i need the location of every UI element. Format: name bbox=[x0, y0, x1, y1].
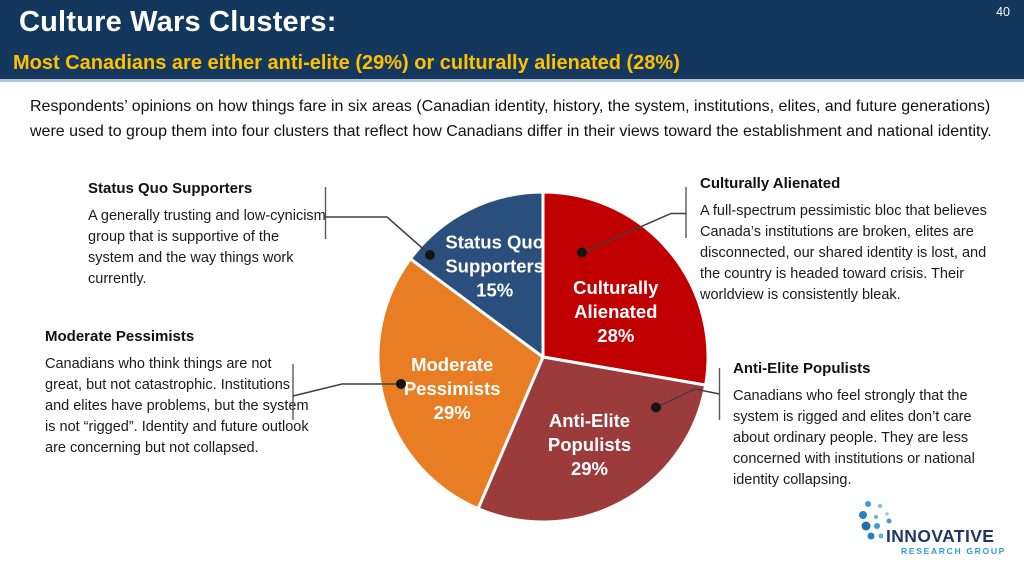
leader-dot bbox=[425, 250, 435, 260]
callout-body: Canadians who think things are not great… bbox=[45, 356, 309, 456]
leader-dot bbox=[651, 402, 661, 413]
pie-slice-labels: Culturally Alienated 28% Anti-Elite Populist… bbox=[404, 232, 659, 479]
callout-connector-culturally-alienated bbox=[577, 187, 687, 258]
callout-title: Culturally Alienated bbox=[700, 175, 841, 192]
pie-slice-label: Populists bbox=[548, 434, 631, 455]
pie-slice-label: Alienated bbox=[574, 301, 657, 322]
page-number: 40 bbox=[996, 5, 1010, 19]
pie-slice-anti-elite-populists bbox=[476, 355, 708, 524]
pie-slice-label: Pessimists bbox=[404, 378, 501, 399]
pie-slices bbox=[376, 190, 710, 524]
callout-body: A generally trusting and low-cynicism gr… bbox=[88, 208, 326, 287]
intro-text: Respondents’ opinions on how things fare… bbox=[30, 98, 992, 140]
callout-status-quo-supporters: Status Quo Supporters A generally trusti… bbox=[88, 180, 328, 290]
pie-slice-label: Anti-Elite bbox=[549, 410, 630, 431]
pie-slice-label: Culturally bbox=[573, 277, 659, 298]
pie-slice-label: 28% bbox=[597, 325, 634, 346]
logo-subname: RESEARCH GROUP bbox=[901, 546, 1007, 556]
slide-subtitle: Most Canadians are either anti-elite (29… bbox=[13, 52, 680, 74]
pie-slice-culturally-alienated bbox=[541, 190, 710, 387]
pie-slice-label: Supporters bbox=[445, 256, 544, 277]
callout-body: Canadians who feel strongly that the sys… bbox=[733, 388, 975, 488]
callout-moderate-pessimists: Moderate Pessimists Canadians who think … bbox=[45, 328, 309, 459]
pie-slice-label: Status Quo bbox=[445, 232, 544, 253]
callout-anti-elite-populists: Anti-Elite Populists Canadians who feel … bbox=[733, 360, 989, 491]
header-band: Culture Wars Clusters: Most Canadians ar… bbox=[0, 0, 1024, 82]
callout-title: Status Quo Supporters bbox=[88, 180, 253, 197]
callout-connector-moderate-pessimists bbox=[292, 364, 406, 420]
logo-dots-icon bbox=[859, 501, 892, 540]
callout-title: Anti-Elite Populists bbox=[733, 360, 871, 377]
pie-slice-moderate-pessimists bbox=[376, 257, 545, 511]
callout-connector-anti-elite bbox=[651, 368, 721, 420]
slide-title: Culture Wars Clusters: bbox=[19, 6, 337, 38]
pie-slice-status-quo-supporters bbox=[408, 190, 545, 359]
logo-name: INNOVATIVE bbox=[886, 526, 995, 546]
pie-slice-label: 29% bbox=[434, 402, 471, 423]
leader-dot bbox=[577, 247, 587, 258]
callout-connector-status-quo bbox=[324, 187, 435, 260]
callout-body: A full-spectrum pessimistic bloc that be… bbox=[700, 203, 987, 303]
pie-slice-label: Moderate bbox=[411, 354, 493, 375]
pie-slice-label: 15% bbox=[476, 280, 513, 301]
innovative-logo: INNOVATIVE RESEARCH GROUP bbox=[838, 496, 1013, 560]
pie-slice-label: 29% bbox=[571, 458, 608, 479]
callout-title: Moderate Pessimists bbox=[45, 328, 195, 345]
leader-dot bbox=[396, 379, 406, 389]
callout-culturally-alienated: Culturally Alienated A full-spectrum pes… bbox=[700, 175, 1005, 306]
